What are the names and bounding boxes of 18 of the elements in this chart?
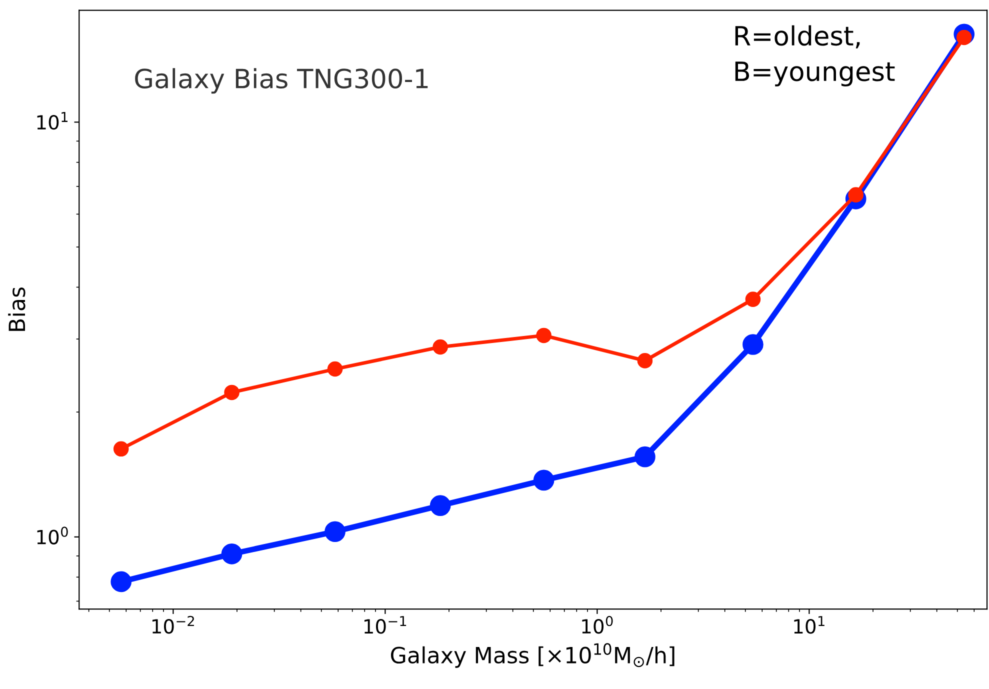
x-axis-title: Galaxy Mass [×10$^{10}$M$_{⊙}$/h] (390, 643, 674, 668)
point (324, 521, 346, 542)
point (745, 292, 761, 307)
point (221, 544, 242, 564)
x-tick-label: 10$^{0}$ (582, 616, 613, 634)
x-tick-label: 10$^{−2}$ (152, 616, 194, 634)
y-axis-title: Bias (8, 287, 26, 331)
x-tick-label: 10$^{−1}$ (364, 616, 406, 634)
point (536, 328, 552, 344)
annotation: R=oldest, B=youngest (735, 25, 895, 86)
point (742, 334, 764, 355)
point (432, 339, 448, 355)
point (430, 495, 451, 516)
x-tick-label: 10$^{1}$ (794, 616, 824, 634)
point (327, 361, 343, 377)
text: Galaxy Bias TNG300-1 (135, 68, 428, 94)
point (224, 384, 240, 400)
point (533, 470, 554, 491)
